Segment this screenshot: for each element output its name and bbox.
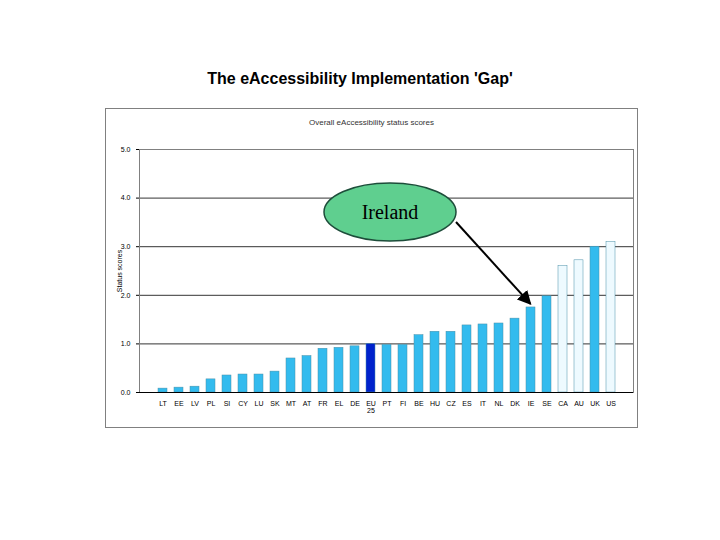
svg-text:UK: UK bbox=[590, 400, 600, 407]
svg-text:DK: DK bbox=[510, 400, 520, 407]
svg-text:NL: NL bbox=[495, 400, 504, 407]
html-text:The eAccessibility Implementat: The eAccessibility Implementation 'Gap' bbox=[207, 70, 513, 87]
svg-text:CZ: CZ bbox=[446, 400, 456, 407]
svg-text:1.0: 1.0 bbox=[121, 340, 131, 347]
svg-text:AU: AU bbox=[574, 400, 584, 407]
svg-text:BE: BE bbox=[414, 400, 424, 407]
svg-text:MT: MT bbox=[286, 400, 297, 407]
svg-text:4.0: 4.0 bbox=[121, 194, 131, 201]
svg-text:SI: SI bbox=[224, 400, 231, 407]
svg-text:HU: HU bbox=[430, 400, 440, 407]
svg-text:EL: EL bbox=[335, 400, 344, 407]
svg-text:LT: LT bbox=[159, 400, 167, 407]
svg-text:PL: PL bbox=[207, 400, 216, 407]
svg-text:IT: IT bbox=[480, 400, 487, 407]
svg-text:LU: LU bbox=[255, 400, 264, 407]
svg-text:IE: IE bbox=[528, 400, 535, 407]
svg-text:CY: CY bbox=[238, 400, 248, 407]
html-text:Overall eAccessibility status: Overall eAccessibility status scores bbox=[309, 118, 434, 127]
svg-text:US: US bbox=[606, 400, 616, 407]
svg-text:Ireland: Ireland bbox=[362, 201, 419, 223]
svg-text:DE: DE bbox=[350, 400, 360, 407]
svg-text:SE: SE bbox=[542, 400, 552, 407]
svg-text:CA: CA bbox=[558, 400, 568, 407]
svg-text:PT: PT bbox=[383, 400, 393, 407]
svg-text:EE: EE bbox=[174, 400, 184, 407]
svg-text:3.0: 3.0 bbox=[121, 243, 131, 250]
svg-text:5.0: 5.0 bbox=[121, 146, 131, 153]
svg-text:AT: AT bbox=[303, 400, 312, 407]
svg-text:ES: ES bbox=[462, 400, 472, 407]
svg-text:EU25: EU25 bbox=[366, 400, 376, 414]
svg-text:0.0: 0.0 bbox=[121, 389, 131, 396]
svg-text:SK: SK bbox=[270, 400, 280, 407]
svg-text:FI: FI bbox=[400, 400, 406, 407]
svg-text:Status scores: Status scores bbox=[116, 249, 123, 292]
svg-text:LV: LV bbox=[191, 400, 199, 407]
svg-text:FR: FR bbox=[318, 400, 327, 407]
svg-text:2.0: 2.0 bbox=[120, 291, 131, 299]
